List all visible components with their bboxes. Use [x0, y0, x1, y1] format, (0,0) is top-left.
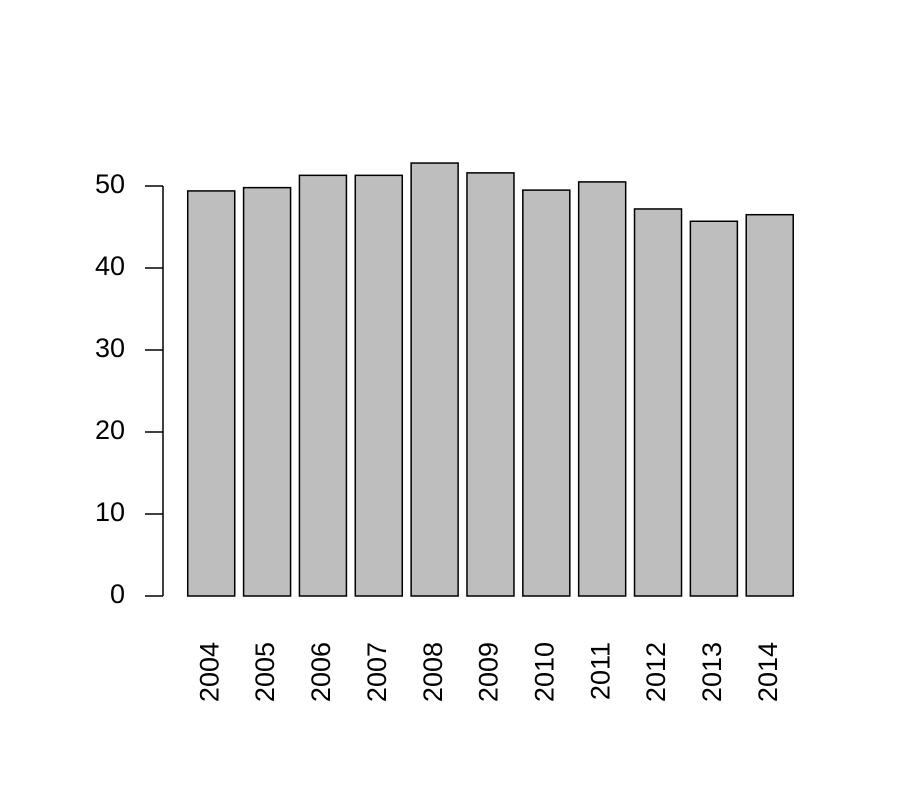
bar — [242, 186, 292, 597]
x-tick-label: 2011 — [585, 642, 615, 700]
y-tick-label: 40 — [95, 251, 125, 281]
x-tick-label: 2013 — [697, 642, 727, 702]
y-tick-label: 20 — [95, 415, 125, 445]
x-tick-label: 2010 — [529, 642, 559, 702]
x-tick-label: 2006 — [306, 642, 336, 702]
y-tick-label: 50 — [95, 169, 125, 199]
x-tick-label: 2007 — [362, 642, 392, 702]
bar — [689, 220, 739, 597]
bar — [577, 181, 627, 597]
bar — [633, 208, 683, 597]
bar — [745, 213, 794, 597]
x-tick-label: 2008 — [418, 642, 448, 702]
bar — [466, 172, 515, 597]
bar — [186, 190, 236, 597]
y-tick-label: 30 — [95, 333, 125, 363]
x-tick-label: 2004 — [194, 642, 224, 702]
y-tick-label: 10 — [95, 497, 125, 527]
bar — [522, 189, 571, 597]
bar — [354, 174, 404, 597]
x-tick-label: 2009 — [474, 642, 504, 702]
x-tick-label: 2012 — [641, 642, 671, 702]
x-tick-label: 2005 — [250, 642, 280, 702]
bar — [410, 162, 459, 597]
x-tick-label: 2014 — [753, 642, 783, 702]
y-tick-label: 0 — [110, 579, 125, 609]
bar — [298, 174, 348, 597]
